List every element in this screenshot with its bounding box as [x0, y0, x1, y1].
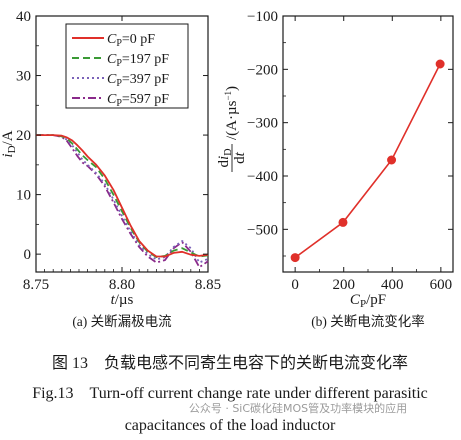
series-line-a [36, 134, 209, 259]
xtick-label-b: 200 [332, 277, 355, 293]
ytick-label-a: 0 [24, 247, 32, 263]
ytick-label-a: 10 [16, 188, 31, 204]
ytick-label-a: 40 [16, 9, 31, 25]
xlabel-a: t/µs [111, 292, 134, 308]
ticks-group-b: 0 200 400 600 −100 −200 −300 −400 −500 [247, 9, 453, 293]
xlabel-b: CP/pF [350, 292, 386, 310]
data-point-b [435, 59, 445, 69]
ytick-label-b: −200 [247, 62, 278, 78]
chart-current-change-rate: 0 200 400 600 −100 −200 −300 −400 −500 diD dt /(… [216, 9, 454, 329]
legend-a: CP=0 pF CP=197 pF CP=397 pF CP=597 pF [65, 23, 189, 109]
xtick-label-b: 400 [381, 277, 404, 293]
ytick-label-a: 30 [16, 69, 31, 85]
ytick-label-b: −400 [247, 169, 278, 185]
series-line-a [36, 134, 209, 269]
xtick-label-a: 8.85 [195, 277, 221, 293]
ytick-label-b: −300 [247, 116, 278, 132]
legend-label-a: CP=597 pF [107, 92, 169, 109]
ytick-label-a: 20 [16, 128, 31, 144]
figure-caption-en-line1: Fig.13 Turn-off current change rate unde… [32, 385, 428, 402]
figure-caption-cn: 图 13 负载电感不同寄生电容下的关断电流变化率 [52, 354, 408, 372]
ylabel-b: diD dt /(A·µs−1) [216, 86, 248, 172]
ytick-label-b: −500 [247, 222, 278, 238]
ytick-label-b: −100 [247, 9, 278, 25]
series-line-b [294, 63, 441, 259]
legend-label-a: CP=0 pF [107, 32, 155, 49]
svg-text:/(A·µs−1): /(A·µs−1) [223, 86, 240, 140]
xtick-label-b: 0 [291, 277, 299, 293]
series-line-a [36, 134, 209, 264]
series-group-b [290, 59, 445, 263]
ylabel-a: iD/A [0, 130, 18, 157]
svg-text:diD: diD [216, 149, 234, 168]
caption-b: (b) 关断电流变化率 [311, 313, 425, 329]
legend-label-a: CP=397 pF [107, 72, 169, 89]
xtick-label-a: 8.80 [109, 277, 135, 293]
series-group-a [36, 134, 209, 269]
ticks-group-a: 8.75 8.80 8.85 0 10 20 30 40 [16, 9, 221, 293]
caption-a: (a) 关断漏极电流 [72, 314, 172, 329]
figure-caption-en-line2: capacitances of the load inductor [125, 417, 336, 434]
xtick-label-b: 600 [430, 277, 453, 293]
series-line-a [36, 134, 209, 258]
svg-text:dt: dt [232, 151, 248, 164]
data-point-b [290, 253, 300, 263]
watermark: 公众号 · SiC碳化硅MOS管及功率模块的应用 [189, 401, 407, 415]
data-point-b [387, 155, 397, 165]
data-point-b [338, 217, 348, 227]
plot-frame-b [282, 15, 454, 273]
legend-label-a: CP=197 pF [107, 52, 169, 69]
xtick-label-a: 8.75 [23, 277, 49, 293]
